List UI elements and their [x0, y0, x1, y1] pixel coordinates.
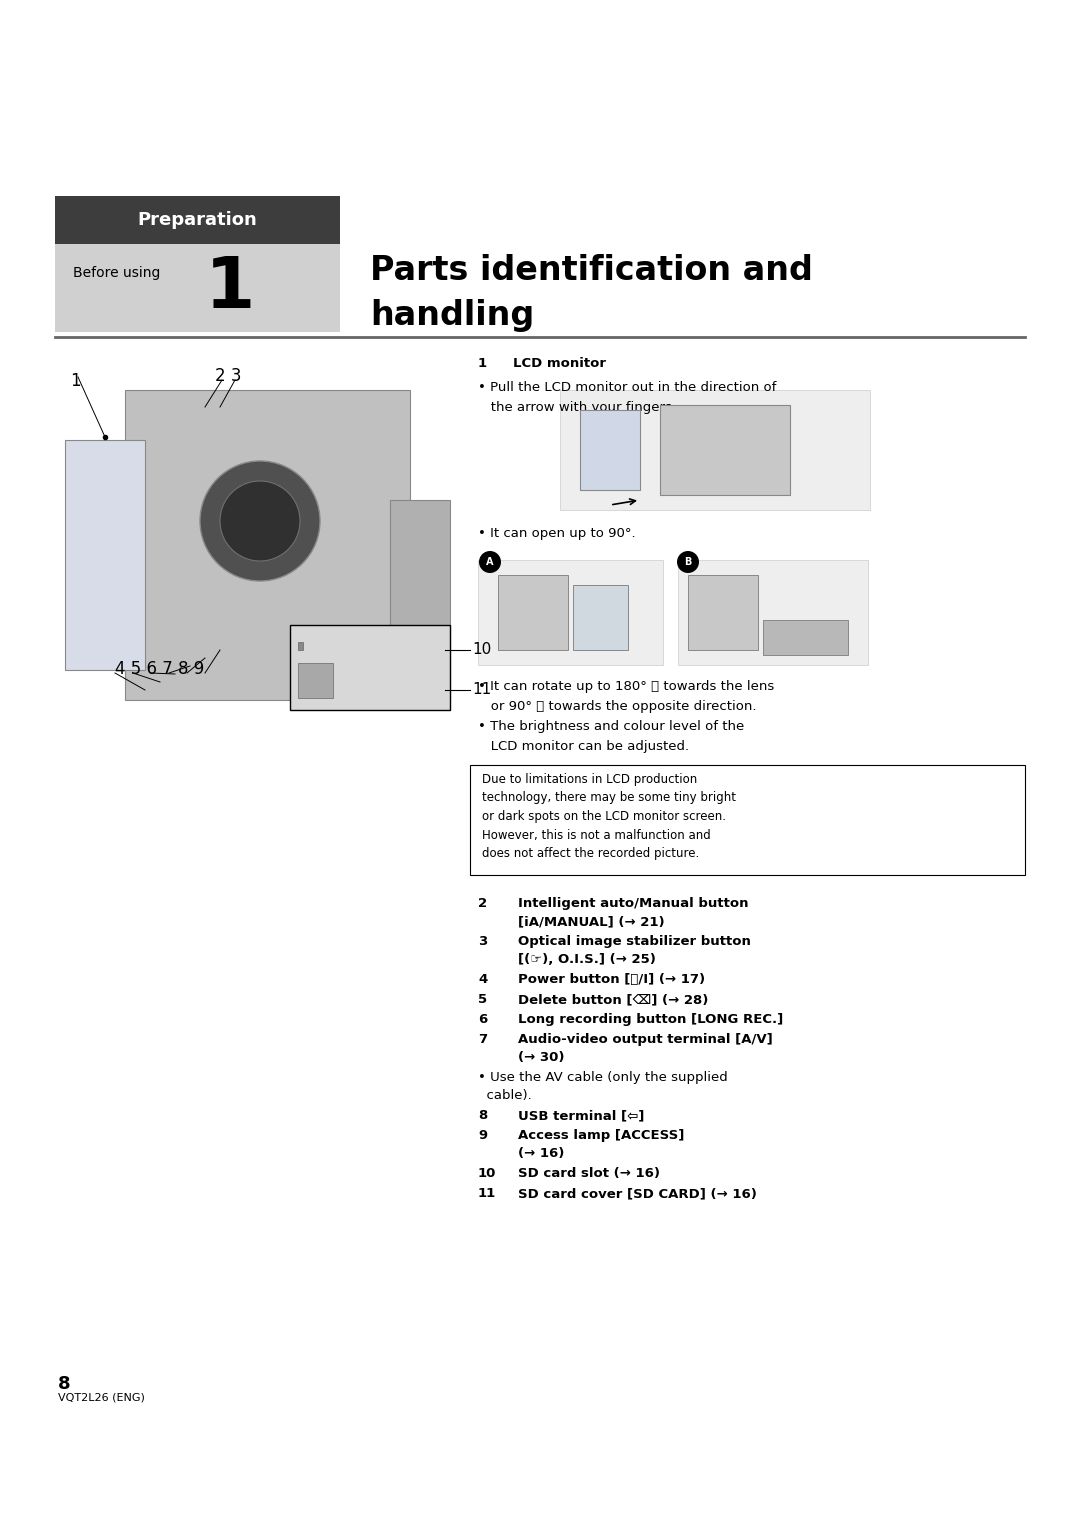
Text: or 90° Ⓑ towards the opposite direction.: or 90° Ⓑ towards the opposite direction.: [478, 700, 756, 713]
Text: 3: 3: [478, 935, 487, 948]
Text: 1: 1: [205, 253, 255, 322]
Text: [iA/MANUAL] (→ 21): [iA/MANUAL] (→ 21): [518, 916, 664, 928]
Text: • It can rotate up to 180° Ⓐ towards the lens: • It can rotate up to 180° Ⓐ towards the…: [478, 681, 774, 693]
Text: SD card slot (→ 16): SD card slot (→ 16): [518, 1167, 660, 1180]
Text: Access lamp [ACCESS]: Access lamp [ACCESS]: [518, 1129, 685, 1141]
Text: LCD monitor can be adjusted.: LCD monitor can be adjusted.: [478, 740, 689, 752]
Text: Long recording button [LONG REC.]: Long recording button [LONG REC.]: [518, 1013, 783, 1025]
Bar: [291, 626, 450, 710]
Text: • Use the AV cable (only the supplied: • Use the AV cable (only the supplied: [478, 1071, 728, 1083]
Bar: [298, 642, 303, 650]
Text: Intelligent auto/Manual button: Intelligent auto/Manual button: [518, 897, 748, 909]
Circle shape: [480, 551, 501, 572]
Text: 11: 11: [472, 682, 491, 697]
Text: Parts identification and: Parts identification and: [370, 253, 813, 287]
Text: 1: 1: [70, 372, 81, 391]
Text: handling: handling: [370, 299, 535, 333]
Bar: [55, 244, 340, 333]
Text: SD card cover [SD CARD] (→ 16): SD card cover [SD CARD] (→ 16): [518, 1187, 757, 1199]
Bar: [390, 501, 450, 700]
Bar: [65, 439, 145, 670]
Bar: [125, 391, 410, 700]
Bar: [561, 391, 870, 510]
Bar: [688, 575, 758, 650]
Text: Due to limitations in LCD production
technology, there may be some tiny bright
o: Due to limitations in LCD production tec…: [482, 774, 735, 861]
Bar: [660, 404, 789, 494]
Bar: [762, 620, 848, 655]
Text: • It can open up to 90°.: • It can open up to 90°.: [478, 526, 636, 540]
Circle shape: [220, 481, 300, 562]
Text: Delete button [⌫] (→ 28): Delete button [⌫] (→ 28): [518, 993, 708, 1006]
Text: 8: 8: [58, 1375, 70, 1393]
Bar: [298, 662, 333, 697]
Text: LCD monitor: LCD monitor: [513, 357, 606, 369]
Text: 8: 8: [478, 1109, 487, 1122]
Text: 4: 4: [478, 974, 487, 986]
Circle shape: [677, 551, 699, 572]
Bar: [580, 410, 640, 490]
Text: A: A: [486, 557, 494, 568]
Text: 2 3: 2 3: [215, 366, 242, 385]
Text: 2: 2: [478, 897, 487, 909]
Bar: [470, 765, 1025, 874]
Text: B: B: [685, 557, 691, 568]
Text: (→ 30): (→ 30): [518, 1051, 565, 1064]
Bar: [55, 195, 340, 244]
Text: Audio-video output terminal [A/V]: Audio-video output terminal [A/V]: [518, 1033, 773, 1045]
Text: 9: 9: [478, 1129, 487, 1141]
Text: • Pull the LCD monitor out in the direction of: • Pull the LCD monitor out in the direct…: [478, 382, 777, 394]
Text: 11: 11: [478, 1187, 496, 1199]
Text: the arrow with your fingers.: the arrow with your fingers.: [478, 401, 676, 414]
Bar: [573, 584, 627, 650]
Text: [(☞), O.I.S.] (→ 25): [(☞), O.I.S.] (→ 25): [518, 954, 656, 966]
Text: Optical image stabilizer button: Optical image stabilizer button: [518, 935, 751, 948]
Text: 7: 7: [478, 1033, 487, 1045]
Bar: [478, 560, 663, 665]
Bar: [678, 560, 868, 665]
Text: 5: 5: [478, 993, 487, 1006]
Text: VQT2L26 (ENG): VQT2L26 (ENG): [58, 1393, 145, 1402]
Text: USB terminal [⇦]: USB terminal [⇦]: [518, 1109, 645, 1122]
Text: 10: 10: [472, 642, 491, 658]
Circle shape: [200, 461, 320, 581]
Text: Before using: Before using: [73, 266, 160, 279]
Text: Power button [⏻/I] (→ 17): Power button [⏻/I] (→ 17): [518, 974, 705, 986]
Bar: [498, 575, 568, 650]
Text: 6: 6: [478, 1013, 487, 1025]
Text: Preparation: Preparation: [137, 211, 257, 229]
Text: cable).: cable).: [478, 1090, 531, 1102]
Text: 1: 1: [478, 357, 487, 369]
Text: (→ 16): (→ 16): [518, 1148, 565, 1160]
Text: 10: 10: [478, 1167, 497, 1180]
Text: • The brightness and colour level of the: • The brightness and colour level of the: [478, 720, 744, 732]
Text: 4 5 6 7 8 9: 4 5 6 7 8 9: [114, 661, 204, 678]
